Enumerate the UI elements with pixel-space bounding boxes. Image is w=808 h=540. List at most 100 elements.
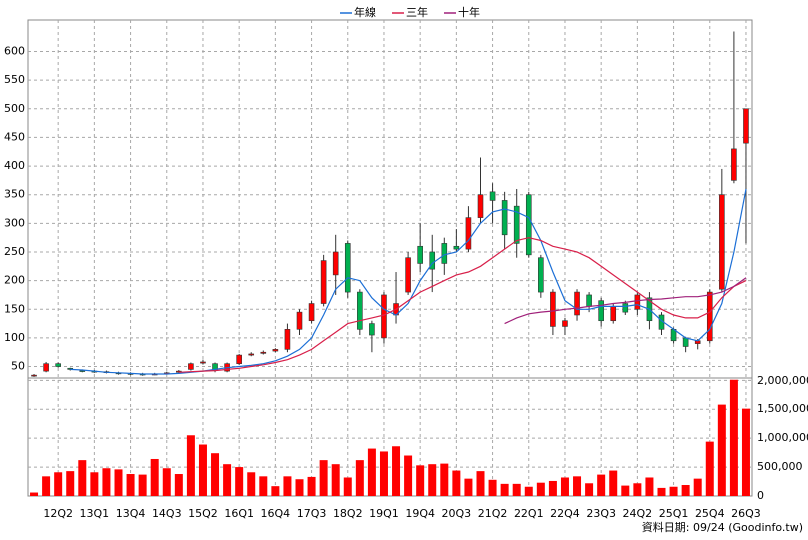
volume-bar bbox=[669, 486, 678, 496]
candle-body bbox=[236, 354, 242, 364]
candle-body bbox=[743, 108, 749, 144]
volume-bar bbox=[597, 474, 606, 496]
volume-bar bbox=[476, 471, 485, 496]
volume-bar bbox=[114, 469, 123, 496]
volume-bar bbox=[30, 492, 39, 496]
x-tick-label: 12Q2 bbox=[43, 507, 73, 520]
x-tick-label: 13Q1 bbox=[80, 507, 110, 520]
volume-bar bbox=[573, 476, 582, 496]
y-tick-label: 50 bbox=[11, 360, 25, 373]
legend-label: 三年 bbox=[406, 5, 428, 19]
candle-body bbox=[453, 245, 460, 250]
volume-bar bbox=[90, 472, 99, 496]
volume-bar bbox=[609, 470, 618, 496]
candle-body bbox=[344, 243, 351, 293]
volume-bar bbox=[78, 460, 87, 496]
volume-bar bbox=[331, 464, 340, 496]
x-tick-label: 15Q2 bbox=[188, 507, 218, 520]
y2-tick-label: 500,000 bbox=[757, 460, 803, 473]
volume-bar bbox=[404, 455, 413, 496]
x-tick-label: 25Q1 bbox=[659, 507, 689, 520]
volume-bar bbox=[645, 477, 654, 496]
volume-bar bbox=[138, 474, 147, 496]
candle-body bbox=[501, 200, 508, 236]
volume-bar bbox=[343, 477, 352, 496]
legend-label: 十年 bbox=[458, 5, 480, 19]
x-tick-label: 22Q4 bbox=[550, 507, 580, 520]
x-tick-label: 13Q4 bbox=[116, 507, 146, 520]
y-tick-label: 550 bbox=[4, 73, 25, 86]
x-tick-label: 25Q4 bbox=[695, 507, 725, 520]
candle-body bbox=[598, 300, 604, 322]
volume-bar bbox=[283, 476, 292, 496]
x-tick-label: 21Q2 bbox=[478, 507, 508, 520]
candle-body bbox=[272, 349, 279, 352]
volume-bar bbox=[379, 451, 388, 496]
volume-bar bbox=[162, 468, 171, 496]
volume-bar bbox=[150, 458, 159, 496]
volume-bar bbox=[319, 460, 328, 496]
volume-bar bbox=[355, 460, 364, 496]
y-tick-label: 450 bbox=[4, 130, 25, 143]
volume-bar bbox=[54, 472, 63, 496]
y-tick-label: 400 bbox=[4, 159, 25, 172]
volume-bar bbox=[741, 408, 750, 496]
x-tick-label: 17Q3 bbox=[297, 507, 327, 520]
candle-body bbox=[719, 194, 725, 290]
candle-body bbox=[574, 291, 580, 316]
volume-bar bbox=[102, 468, 111, 496]
volume-bar bbox=[681, 485, 690, 496]
x-tick-label: 22Q1 bbox=[514, 507, 544, 520]
volume-bar bbox=[705, 441, 714, 496]
candle-body bbox=[43, 363, 49, 372]
y-tick-label: 150 bbox=[4, 302, 25, 315]
candle-body bbox=[200, 361, 206, 364]
y2-tick-label: 0 bbox=[757, 489, 764, 502]
volume-bar bbox=[464, 478, 473, 496]
candle-body bbox=[320, 260, 327, 304]
candle-body bbox=[682, 337, 689, 347]
candle-body bbox=[550, 291, 556, 327]
volume-bar bbox=[633, 483, 642, 496]
candle-body bbox=[513, 205, 520, 244]
volume-bar bbox=[729, 379, 738, 496]
volume-bar bbox=[452, 470, 461, 496]
volume-bar bbox=[657, 487, 666, 496]
volume-bar bbox=[416, 465, 425, 496]
candle-body bbox=[586, 294, 592, 307]
y-tick-label: 200 bbox=[4, 274, 25, 287]
candle-body bbox=[381, 294, 387, 339]
candle-body bbox=[405, 257, 411, 293]
volume-bar bbox=[488, 479, 497, 496]
x-tick-label: 16Q4 bbox=[261, 507, 291, 520]
volume-bar bbox=[42, 476, 51, 496]
candle-body bbox=[489, 191, 496, 201]
volume-bar bbox=[223, 464, 232, 496]
candle-body bbox=[296, 311, 303, 330]
candle-body bbox=[31, 374, 37, 377]
volume-bar bbox=[585, 483, 594, 496]
volume-bar bbox=[174, 474, 183, 496]
y-tick-label: 300 bbox=[4, 216, 25, 229]
candle-body bbox=[477, 194, 484, 218]
candle-body bbox=[622, 303, 629, 313]
y-tick-label: 100 bbox=[4, 331, 25, 344]
x-tick-label: 23Q3 bbox=[586, 507, 616, 520]
volume-bar bbox=[428, 464, 437, 496]
volume-bar bbox=[440, 463, 449, 496]
candle-body bbox=[538, 257, 544, 293]
ma-line bbox=[504, 277, 747, 325]
x-tick-label: 19Q1 bbox=[369, 507, 399, 520]
x-tick-label: 20Q3 bbox=[442, 507, 472, 520]
x-tick-label: 19Q4 bbox=[405, 507, 435, 520]
candle-body bbox=[562, 320, 568, 327]
y-tick-label: 600 bbox=[4, 45, 25, 58]
x-tick-label: 14Q3 bbox=[152, 507, 182, 520]
candle-body bbox=[248, 353, 255, 356]
x-tick-label: 26Q3 bbox=[731, 507, 761, 520]
y-tick-label: 500 bbox=[4, 102, 25, 115]
candle-body bbox=[284, 329, 291, 350]
volume-bar bbox=[621, 485, 630, 496]
volume-bar bbox=[512, 483, 521, 496]
